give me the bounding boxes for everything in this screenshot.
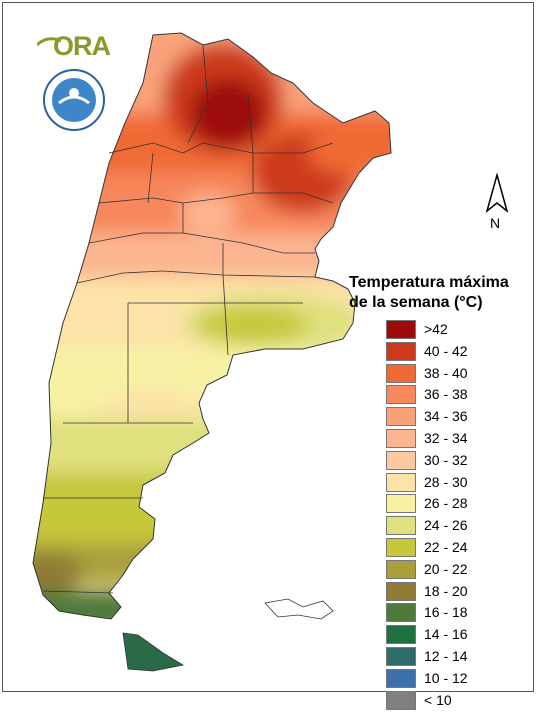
legend-swatch bbox=[386, 320, 416, 339]
legend-swatch bbox=[386, 494, 416, 514]
legend-swatch bbox=[386, 559, 416, 579]
legend-swatch bbox=[386, 603, 416, 623]
legend-label: 16 - 18 bbox=[424, 604, 468, 621]
legend-label: 28 - 30 bbox=[424, 473, 468, 490]
legend-swatch bbox=[386, 472, 416, 492]
legend-label: 38 - 40 bbox=[424, 364, 468, 381]
legend-swatch bbox=[386, 341, 416, 361]
legend-label: 40 - 42 bbox=[424, 342, 468, 359]
legend-label: 12 - 14 bbox=[424, 647, 468, 664]
legend-swatch bbox=[386, 625, 416, 645]
ora-logo-text: ORA bbox=[53, 31, 111, 61]
legend-label: 32 - 34 bbox=[424, 429, 468, 446]
north-label: N bbox=[490, 215, 501, 231]
tierra-del-fuego bbox=[122, 632, 185, 672]
legend-label: 22 - 24 bbox=[424, 538, 468, 555]
malvinas-islands bbox=[264, 598, 334, 620]
legend-label: >42 bbox=[424, 321, 448, 337]
legend-swatch bbox=[386, 516, 416, 536]
swoosh-icon bbox=[37, 37, 61, 47]
legend-label: 24 - 26 bbox=[424, 517, 468, 534]
legend-label: 10 - 12 bbox=[424, 669, 468, 686]
legend-swatch bbox=[386, 690, 416, 710]
ora-logo: ORA bbox=[37, 31, 111, 63]
legend-swatch bbox=[386, 450, 416, 470]
legend-swatch bbox=[386, 363, 416, 383]
weather-service-seal-icon bbox=[43, 69, 105, 131]
north-arrow-icon bbox=[485, 173, 509, 214]
legend-label: 34 - 36 bbox=[424, 408, 468, 425]
legend-label: 30 - 32 bbox=[424, 451, 468, 468]
legend-title-line1: Temperatura máxima bbox=[349, 274, 509, 291]
legend-swatch bbox=[386, 581, 416, 601]
legend-label: 26 - 28 bbox=[424, 495, 468, 512]
legend-swatch bbox=[386, 428, 416, 448]
smn-seal bbox=[43, 69, 105, 131]
legend-swatch bbox=[386, 668, 416, 688]
legend-swatch bbox=[386, 385, 416, 405]
legend-swatch bbox=[386, 646, 416, 666]
province-borders bbox=[32, 32, 392, 620]
temperature-map bbox=[32, 32, 392, 672]
legend-label: 36 - 38 bbox=[424, 386, 468, 403]
legend-swatch bbox=[386, 407, 416, 427]
legend-title-line2: de la semana (°C) bbox=[349, 294, 483, 311]
legend-label: < 10 bbox=[424, 691, 452, 708]
legend-label: 14 - 16 bbox=[424, 626, 468, 643]
legend-swatch bbox=[386, 537, 416, 557]
legend-title: Temperatura máxima de la semana (°C) bbox=[349, 273, 538, 313]
legend-label: 20 - 22 bbox=[424, 560, 468, 577]
legend-label: 18 - 20 bbox=[424, 582, 468, 599]
